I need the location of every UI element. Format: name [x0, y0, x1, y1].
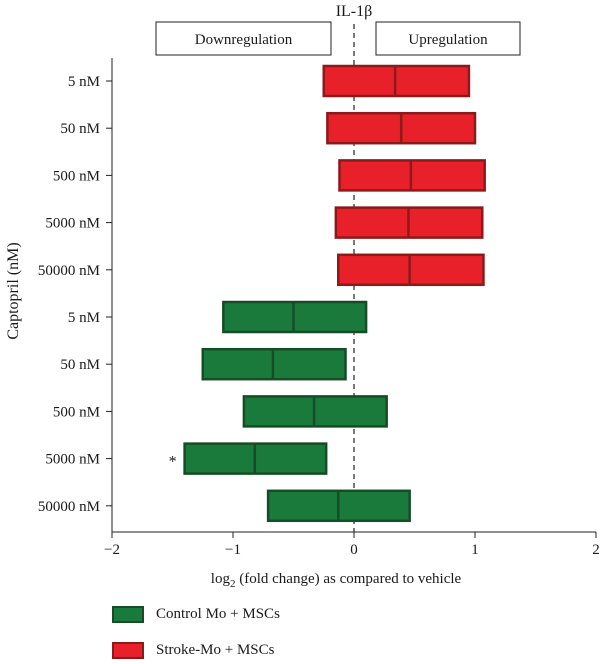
y-tick-label: 5 nM: [68, 74, 100, 90]
y-tick-label: 50000 nM: [38, 499, 100, 515]
legend-swatch-stroke: [112, 642, 144, 659]
x-tick-label: 0: [350, 542, 358, 558]
legend-item-stroke: Stroke-Mo + MSCs: [112, 642, 274, 659]
significance-asterisk: *: [169, 454, 177, 471]
downregulation-box: [155, 21, 332, 56]
y-tick-label: 50000 nM: [38, 263, 100, 279]
upregulation-box: [375, 21, 521, 56]
upregulation-label: Upregulation: [408, 32, 488, 48]
downregulation-label: Downregulation: [195, 32, 293, 48]
x-tick-label: −1: [225, 542, 241, 558]
y-tick-label: 5000 nM: [45, 216, 100, 232]
y-axis-label: Captopril (nM): [5, 242, 22, 339]
x-tick-label: 1: [471, 542, 479, 558]
legend-label-stroke: Stroke-Mo + MSCs: [156, 642, 275, 658]
chart-title: IL-1β: [336, 3, 373, 20]
x-axis-label: log2 (fold change) as compared to vehicl…: [211, 571, 462, 590]
x-tick-label: 2: [592, 542, 600, 558]
x-tick-label: −2: [104, 542, 120, 558]
y-tick-label: 500 nM: [53, 168, 100, 184]
y-tick-label: 5000 nM: [45, 452, 100, 468]
y-tick-label: 50 nM: [60, 357, 100, 373]
legend-label-control: Control Mo + MSCs: [156, 606, 280, 622]
legend-item-control: Control Mo + MSCs: [112, 606, 280, 623]
y-tick-label: 500 nM: [53, 404, 100, 420]
y-tick-label: 50 nM: [60, 121, 100, 137]
y-tick-label: 5 nM: [68, 310, 100, 326]
legend-swatch-control: [112, 606, 144, 623]
